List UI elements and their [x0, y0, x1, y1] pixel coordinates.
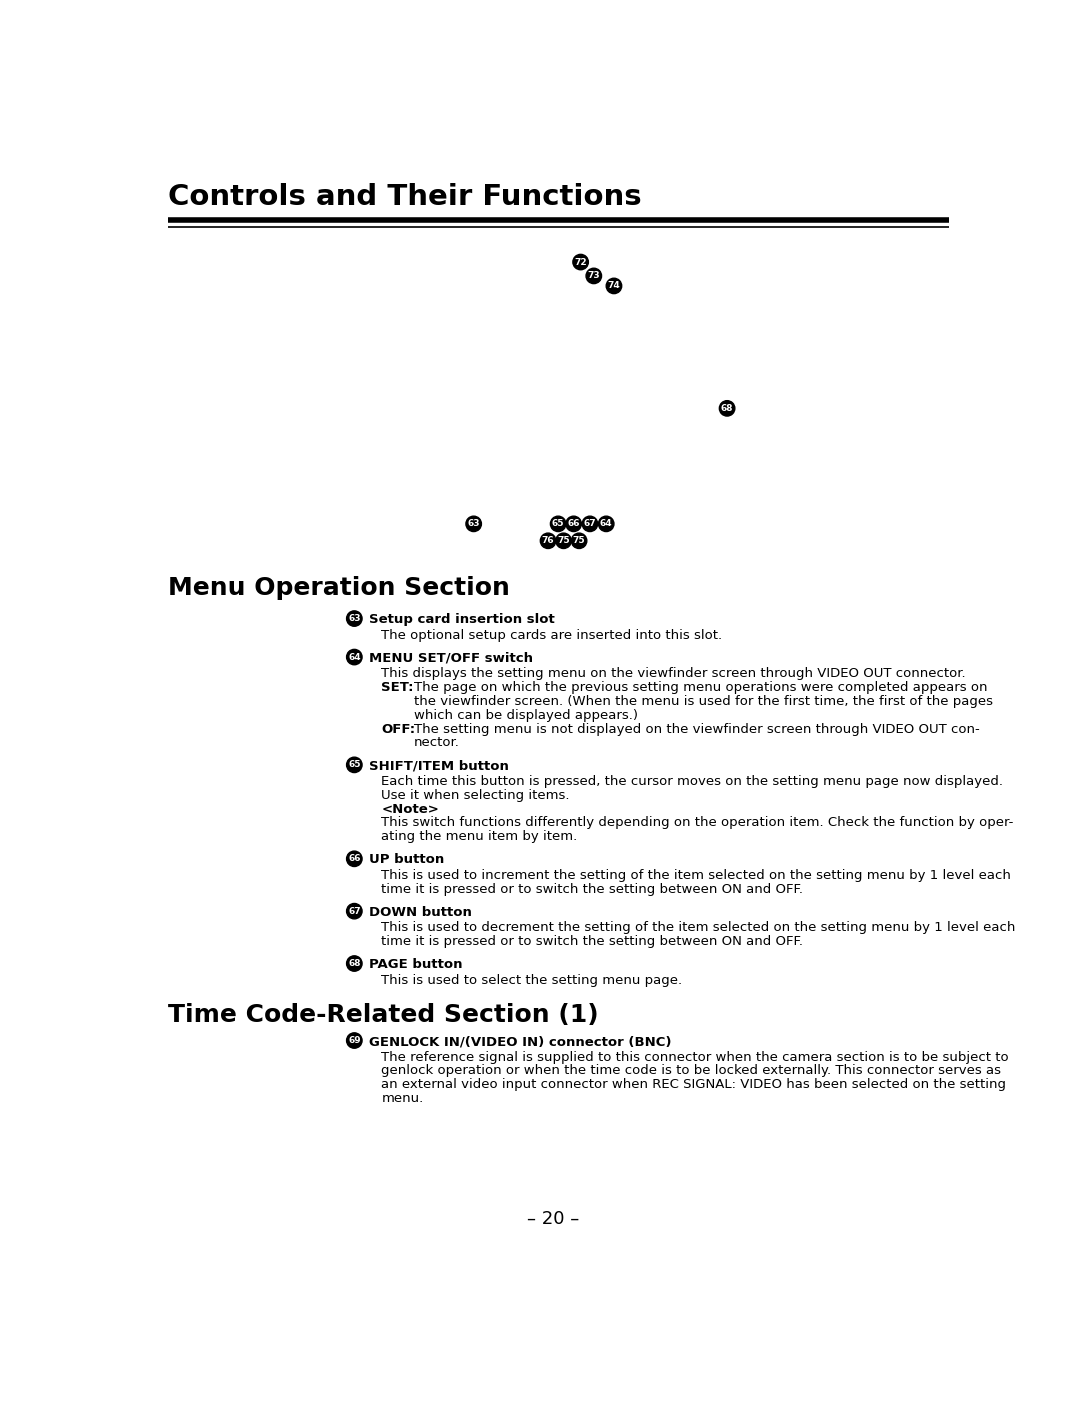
Text: 75: 75	[572, 537, 585, 545]
Text: Use it when selecting items.: Use it when selecting items.	[381, 789, 570, 801]
Text: The page on which the previous setting menu operations were completed appears on: The page on which the previous setting m…	[414, 681, 987, 693]
Text: This is used to increment the setting of the item selected on the setting menu b: This is used to increment the setting of…	[381, 869, 1011, 881]
Text: DOWN button: DOWN button	[369, 906, 472, 919]
Text: nector.: nector.	[414, 737, 460, 750]
Circle shape	[347, 757, 362, 772]
Circle shape	[551, 516, 566, 531]
Circle shape	[347, 852, 362, 866]
Text: This switch functions differently depending on the operation item. Check the fun: This switch functions differently depend…	[381, 817, 1014, 829]
Circle shape	[347, 650, 362, 664]
Circle shape	[571, 534, 586, 549]
Circle shape	[347, 955, 362, 971]
Text: 76: 76	[542, 537, 554, 545]
Text: The reference signal is supplied to this connector when the camera section is to: The reference signal is supplied to this…	[381, 1051, 1009, 1063]
Circle shape	[572, 255, 589, 270]
Text: Setup card insertion slot: Setup card insertion slot	[369, 614, 555, 626]
Text: Time Code-Related Section (1): Time Code-Related Section (1)	[167, 1003, 598, 1027]
Text: Menu Operation Section: Menu Operation Section	[167, 576, 510, 600]
Text: Each time this button is pressed, the cursor moves on the setting menu page now : Each time this button is pressed, the cu…	[381, 775, 1003, 787]
Text: This is used to select the setting menu page.: This is used to select the setting menu …	[381, 974, 683, 986]
Text: OFF:: OFF:	[381, 723, 416, 736]
Text: ating the menu item by item.: ating the menu item by item.	[381, 831, 578, 843]
Circle shape	[465, 516, 482, 531]
Text: 64: 64	[348, 653, 361, 661]
Text: menu.: menu.	[381, 1093, 423, 1105]
Text: 72: 72	[575, 258, 586, 266]
Circle shape	[586, 268, 602, 283]
Text: 75: 75	[557, 537, 570, 545]
Text: 65: 65	[348, 761, 361, 769]
Circle shape	[566, 516, 581, 531]
Text: – 20 –: – 20 –	[527, 1210, 580, 1229]
Text: SET:: SET:	[381, 681, 414, 693]
Text: 68: 68	[720, 403, 733, 413]
Text: 69: 69	[348, 1035, 361, 1045]
Text: 63: 63	[348, 614, 361, 623]
Text: time it is pressed or to switch the setting between ON and OFF.: time it is pressed or to switch the sett…	[381, 883, 804, 895]
Circle shape	[582, 516, 597, 531]
Text: Controls and Their Functions: Controls and Their Functions	[167, 184, 642, 212]
Text: time it is pressed or to switch the setting between ON and OFF.: time it is pressed or to switch the sett…	[381, 934, 804, 948]
Text: 67: 67	[348, 906, 361, 916]
Text: The optional setup cards are inserted into this slot.: The optional setup cards are inserted in…	[381, 629, 723, 642]
Circle shape	[347, 611, 362, 626]
Circle shape	[598, 516, 613, 531]
Text: 68: 68	[348, 960, 361, 968]
Text: the viewfinder screen. (When the menu is used for the first time, the first of t: the viewfinder screen. (When the menu is…	[414, 695, 993, 708]
Text: SHIFT/ITEM button: SHIFT/ITEM button	[369, 759, 509, 772]
Circle shape	[719, 401, 734, 416]
Text: 73: 73	[588, 272, 600, 280]
Text: 66: 66	[348, 855, 361, 863]
Circle shape	[606, 279, 622, 294]
Text: 66: 66	[567, 520, 580, 528]
Text: MENU SET/OFF switch: MENU SET/OFF switch	[369, 651, 534, 664]
Text: <Note>: <Note>	[381, 803, 440, 815]
Circle shape	[347, 904, 362, 919]
Circle shape	[540, 534, 556, 549]
Text: genlock operation or when the time code is to be locked externally. This connect: genlock operation or when the time code …	[381, 1065, 1001, 1077]
Text: The setting menu is not displayed on the viewfinder screen through VIDEO OUT con: The setting menu is not displayed on the…	[414, 723, 980, 736]
Text: 63: 63	[468, 520, 480, 528]
Circle shape	[556, 534, 571, 549]
Text: an external video input connector when REC SIGNAL: VIDEO has been selected on th: an external video input connector when R…	[381, 1079, 1007, 1091]
Text: This is used to decrement the setting of the item selected on the setting menu b: This is used to decrement the setting of…	[381, 922, 1016, 934]
Text: This displays the setting menu on the viewfinder screen through VIDEO OUT connec: This displays the setting menu on the vi…	[381, 667, 967, 679]
Text: UP button: UP button	[369, 853, 444, 866]
Text: 67: 67	[583, 520, 596, 528]
Text: PAGE button: PAGE button	[369, 958, 462, 971]
Text: GENLOCK IN/(VIDEO IN) connector (BNC): GENLOCK IN/(VIDEO IN) connector (BNC)	[369, 1035, 672, 1048]
Circle shape	[347, 1033, 362, 1048]
Text: which can be displayed appears.): which can be displayed appears.)	[414, 709, 638, 722]
Text: 74: 74	[608, 282, 620, 290]
Text: 64: 64	[599, 520, 612, 528]
Text: 65: 65	[552, 520, 565, 528]
